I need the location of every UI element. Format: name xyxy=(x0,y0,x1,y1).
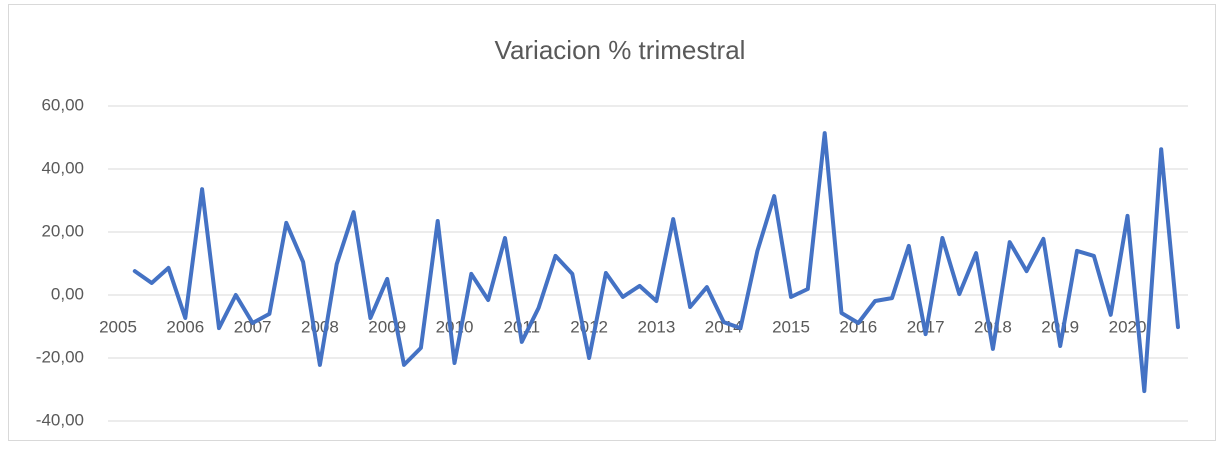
x-tick-label: 2008 xyxy=(301,317,339,336)
y-tick-label: -40,00 xyxy=(36,410,84,429)
x-tick-label: 2010 xyxy=(436,317,474,336)
x-tick-label: 2019 xyxy=(1041,317,1079,336)
x-tick-label: 2013 xyxy=(637,317,675,336)
chart-title: Variacion % trimestral xyxy=(495,35,746,65)
x-tick-label: 2016 xyxy=(839,317,877,336)
chart-border xyxy=(8,4,1216,441)
x-tick-label: 2005 xyxy=(99,317,137,336)
x-tick-label: 2009 xyxy=(368,317,406,336)
y-tick-label: -20,00 xyxy=(36,347,84,366)
x-tick-label: 2018 xyxy=(974,317,1012,336)
data-line xyxy=(132,131,1180,394)
y-tick-label: 40,00 xyxy=(41,158,84,177)
x-tick-label: 2015 xyxy=(772,317,810,336)
y-tick-label: 0,00 xyxy=(51,284,84,303)
x-tick-label: 2007 xyxy=(234,317,272,336)
x-tick-label: 2012 xyxy=(570,317,608,336)
y-tick-label: 60,00 xyxy=(41,95,84,114)
x-tick-label: 2006 xyxy=(166,317,204,336)
x-tick-label: 2014 xyxy=(705,317,743,336)
y-tick-label: 20,00 xyxy=(41,221,84,240)
